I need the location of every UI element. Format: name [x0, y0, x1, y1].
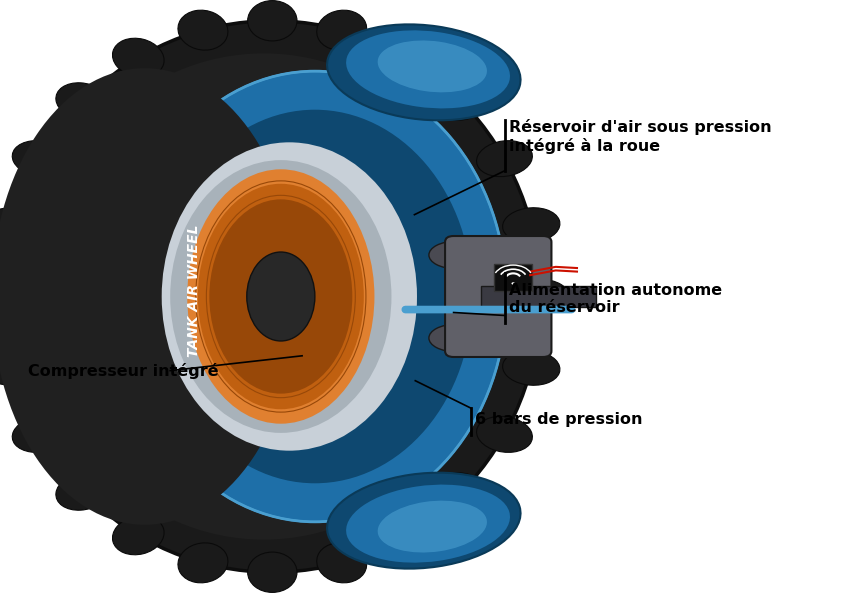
FancyBboxPatch shape: [494, 264, 532, 291]
Ellipse shape: [317, 543, 367, 583]
Ellipse shape: [327, 473, 521, 569]
Ellipse shape: [380, 516, 432, 555]
Ellipse shape: [12, 416, 68, 452]
Ellipse shape: [12, 141, 68, 177]
Ellipse shape: [0, 350, 42, 385]
Ellipse shape: [34, 53, 494, 540]
Ellipse shape: [511, 279, 569, 314]
Ellipse shape: [198, 184, 364, 409]
Ellipse shape: [56, 473, 110, 510]
Ellipse shape: [378, 500, 487, 553]
Ellipse shape: [0, 208, 42, 243]
Ellipse shape: [247, 252, 315, 341]
Ellipse shape: [378, 40, 487, 93]
Text: Alimentation autonome
du réservoir: Alimentation autonome du réservoir: [509, 283, 722, 315]
Ellipse shape: [178, 10, 228, 50]
Ellipse shape: [503, 208, 560, 243]
Ellipse shape: [56, 83, 110, 120]
Text: TANK AIR WHEEL: TANK AIR WHEEL: [187, 224, 201, 357]
Ellipse shape: [435, 83, 488, 120]
Ellipse shape: [503, 350, 560, 385]
Ellipse shape: [187, 170, 374, 423]
Ellipse shape: [4, 21, 540, 572]
Ellipse shape: [346, 484, 510, 563]
Text: Compresseur intégré: Compresseur intégré: [28, 363, 219, 378]
Ellipse shape: [178, 543, 228, 583]
Ellipse shape: [123, 71, 506, 522]
Ellipse shape: [112, 516, 164, 555]
Ellipse shape: [248, 1, 297, 41]
FancyBboxPatch shape: [445, 236, 551, 357]
Ellipse shape: [170, 160, 391, 433]
Ellipse shape: [477, 416, 533, 452]
Ellipse shape: [209, 199, 352, 394]
Ellipse shape: [429, 324, 482, 352]
Ellipse shape: [0, 68, 298, 525]
Ellipse shape: [511, 282, 515, 285]
Ellipse shape: [162, 142, 417, 451]
Ellipse shape: [380, 38, 432, 77]
Ellipse shape: [0, 279, 33, 314]
Ellipse shape: [429, 241, 482, 269]
Ellipse shape: [112, 38, 164, 77]
Ellipse shape: [435, 473, 488, 510]
Ellipse shape: [327, 24, 521, 120]
Ellipse shape: [248, 552, 297, 592]
Ellipse shape: [346, 30, 510, 109]
Ellipse shape: [317, 10, 367, 50]
Ellipse shape: [157, 110, 472, 483]
Ellipse shape: [477, 141, 533, 177]
Text: Réservoir d'air sous pression
intégré à la roue: Réservoir d'air sous pression intégré à …: [509, 119, 772, 154]
Text: 6 bars de pression: 6 bars de pression: [475, 412, 643, 428]
Bar: [481, 286, 596, 307]
